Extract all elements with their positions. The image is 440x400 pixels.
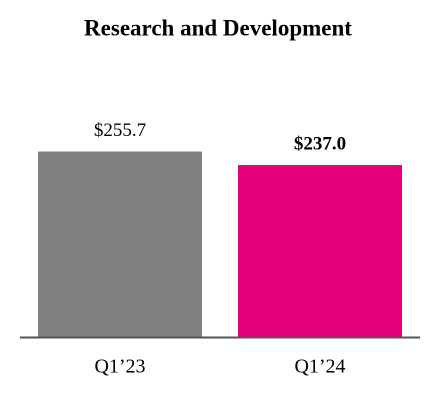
value-label: $255.7 (94, 120, 146, 141)
value-label: $237.0 (294, 133, 346, 154)
bar (38, 151, 202, 337)
x-tick-label: Q1’24 (294, 356, 345, 378)
chart-title: Research and Development (84, 15, 352, 40)
x-tick-label: Q1’23 (94, 356, 145, 378)
bar (238, 165, 402, 337)
